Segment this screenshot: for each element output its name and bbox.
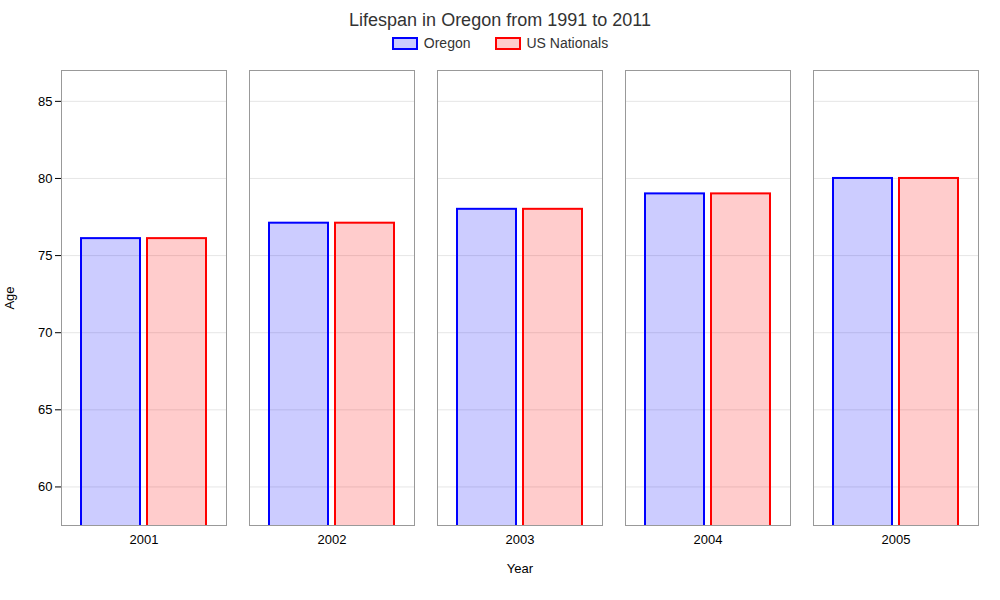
svg-text:80: 80 bbox=[38, 171, 52, 186]
html-text:Oregon: Oregon bbox=[423, 35, 471, 51]
html-text:US Nationals: US Nationals bbox=[526, 35, 609, 51]
svg-text:2002: 2002 bbox=[318, 532, 347, 547]
svg-text:Year: Year bbox=[507, 561, 534, 576]
svg-text:85: 85 bbox=[38, 94, 52, 109]
html-text:Lifespan in Oregon from 1991 t: Lifespan in Oregon from 1991 to 2011 bbox=[349, 10, 651, 30]
svg-text:60: 60 bbox=[38, 479, 52, 494]
svg-text:Age: Age bbox=[2, 286, 17, 309]
svg-text:2004: 2004 bbox=[694, 532, 723, 547]
svg-text:2005: 2005 bbox=[882, 532, 911, 547]
svg-text:70: 70 bbox=[38, 325, 52, 340]
svg-text:2001: 2001 bbox=[130, 532, 159, 547]
svg-text:65: 65 bbox=[38, 402, 52, 417]
svg-text:2003: 2003 bbox=[506, 532, 535, 547]
svg-text:75: 75 bbox=[38, 248, 52, 263]
